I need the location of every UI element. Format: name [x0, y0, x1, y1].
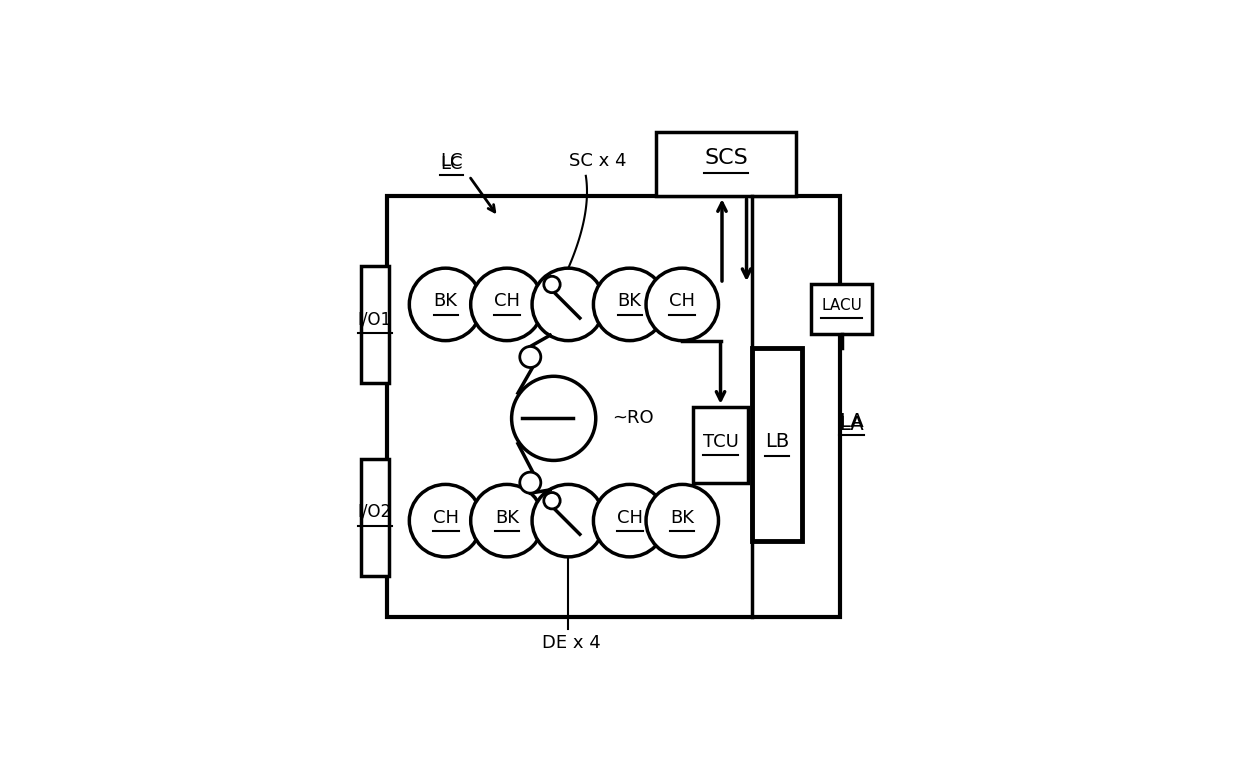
Text: LA: LA: [839, 412, 864, 431]
Text: I/O2: I/O2: [358, 503, 392, 521]
Circle shape: [594, 484, 666, 557]
Circle shape: [520, 472, 541, 493]
Text: DE x 4: DE x 4: [542, 635, 600, 653]
Bar: [693, 407, 748, 483]
Text: CH: CH: [670, 292, 696, 310]
Circle shape: [409, 268, 482, 341]
Circle shape: [512, 376, 595, 461]
Bar: [811, 284, 872, 334]
Text: ~RO: ~RO: [613, 409, 653, 427]
Circle shape: [594, 268, 666, 341]
Text: BK: BK: [671, 509, 694, 527]
Circle shape: [544, 493, 560, 509]
Text: BK: BK: [434, 292, 458, 310]
Circle shape: [646, 484, 718, 557]
Text: BK: BK: [495, 509, 518, 527]
Circle shape: [471, 268, 543, 341]
Text: LA: LA: [839, 414, 864, 433]
Text: CH: CH: [433, 509, 459, 527]
Text: LB: LB: [765, 432, 790, 452]
Text: LC: LC: [440, 155, 463, 173]
Text: I/O1: I/O1: [358, 310, 392, 328]
Circle shape: [520, 346, 541, 367]
Bar: [753, 348, 802, 541]
Text: SCS: SCS: [704, 148, 748, 168]
Text: TCU: TCU: [703, 433, 739, 451]
Circle shape: [532, 484, 605, 557]
Circle shape: [544, 276, 560, 293]
Bar: [361, 266, 389, 383]
Text: CH: CH: [616, 509, 642, 527]
Bar: [361, 459, 389, 576]
Text: LC: LC: [440, 153, 463, 170]
Circle shape: [532, 268, 605, 341]
Text: LACU: LACU: [821, 298, 862, 313]
Bar: [656, 132, 796, 197]
Text: SC x 4: SC x 4: [569, 153, 626, 170]
Text: CH: CH: [494, 292, 520, 310]
Text: BK: BK: [618, 292, 641, 310]
Circle shape: [471, 484, 543, 557]
Circle shape: [409, 484, 482, 557]
Bar: [387, 197, 839, 617]
Circle shape: [646, 268, 718, 341]
